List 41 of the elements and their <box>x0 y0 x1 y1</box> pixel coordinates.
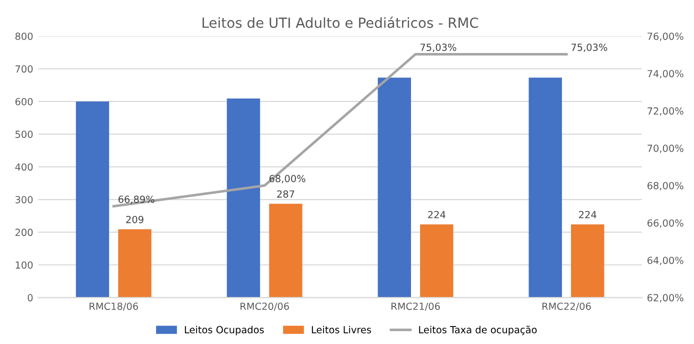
bar <box>378 78 412 298</box>
x-tick-label: RMC22/06 <box>542 302 591 311</box>
y-tick-label: 300 <box>15 196 33 204</box>
data-label: 209 <box>126 216 144 224</box>
y2-tick-label: 68,00% <box>647 182 684 190</box>
y2-tick-label: 74,00% <box>648 70 684 78</box>
y-tick-label: 700 <box>16 65 33 73</box>
y-tick-label: 200 <box>15 228 33 236</box>
y2-tick-label: 70,00% <box>648 144 684 153</box>
y2-tick-label: 62,00% <box>647 294 684 302</box>
y2-tick-label: 72,00% <box>648 107 684 116</box>
data-label: 224 <box>579 210 596 218</box>
y2-tick-label: 76,00% <box>648 32 684 41</box>
x-tick-label: RMC18/06 <box>90 302 138 311</box>
data-label: 68,00% <box>269 174 306 184</box>
bar <box>76 101 110 298</box>
legend-label: Leitos Taxa de ocupação <box>419 326 537 336</box>
data-label: 75,03% <box>571 44 608 52</box>
bar <box>420 224 454 298</box>
legend-label: Leitos Ocupados <box>184 326 264 336</box>
y-tick-label: 800 <box>15 32 33 40</box>
x-tick-label: RMC20/06 <box>240 302 289 311</box>
chart-title: Leitos de UTI Adulto e Pediátricos - RMC <box>202 16 478 28</box>
data-label: 287 <box>277 190 294 198</box>
y-tick-label: 0 <box>28 294 33 302</box>
data-label: 66,89% <box>118 196 154 204</box>
y2-tick-label: 66,00% <box>647 219 684 228</box>
bar <box>269 204 302 298</box>
legend-label: Leitos Livres <box>312 326 372 334</box>
bar <box>118 229 152 298</box>
data-label: 75,03% <box>420 44 456 52</box>
data-label: 224 <box>428 210 446 218</box>
x-tick-label: RMC21/06 <box>392 302 440 311</box>
y-tick-label: 400 <box>15 163 33 171</box>
bar <box>528 78 562 298</box>
y-tick-label: 100 <box>16 261 33 269</box>
y2-tick-label: 64,00% <box>647 256 684 266</box>
bar <box>226 98 260 298</box>
y-tick-label: 600 <box>15 98 33 106</box>
bar <box>571 224 604 298</box>
y-tick-label: 500 <box>16 130 33 138</box>
